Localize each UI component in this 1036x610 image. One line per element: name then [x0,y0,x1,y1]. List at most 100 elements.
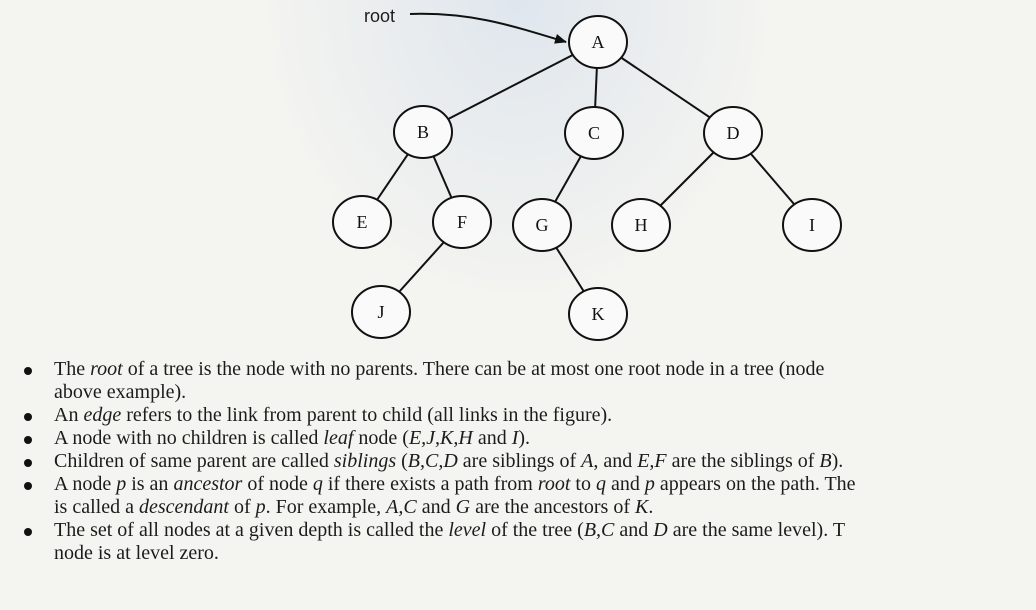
node-circle [564,106,624,160]
text-run: ( [396,450,408,472]
bullet-line: node is at level zero. [54,542,1036,565]
text-run: appears on the path. The [654,473,856,495]
node-D: D [703,106,763,160]
bullet-line: The set of all nodes at a given depth is… [54,519,1036,542]
text-run: to [570,473,596,495]
node-circle [568,287,628,341]
text-run: refers to the link from parent to child … [121,404,613,426]
bullet-icon [24,482,32,490]
text-run: of the tree ( [486,519,584,541]
text-run: and [605,473,645,495]
emphasis-term: E,F [637,450,667,472]
text-run: The [54,358,91,380]
text-run: of a tree is the node with no parents. T… [122,358,825,380]
text-run: , and [593,450,638,472]
node-C: C [564,106,624,160]
bullet-line: is called a descendant of p. For example… [54,496,1036,519]
node-circle [568,15,628,69]
text-run: The set of all nodes at a given depth is… [54,519,449,541]
emphasis-term: E,J,K,H [408,427,473,449]
text-run: are the ancestors of [470,496,635,518]
bullet-line: A node p is an ancestor of node q if the… [54,473,1036,496]
node-label: A [592,32,605,52]
emphasis-term: ancestor [173,473,243,495]
bullet-line: A node with no children is called leaf n… [54,427,1036,450]
text-run: is called a [54,496,139,518]
emphasis-term: leaf [323,427,354,449]
text-run: and [472,427,512,449]
text-run: A node with no children is called [54,427,324,449]
bullet-line: Children of same parent are called sibli… [54,450,1036,473]
tree-diagram: A B C D E F G H I J K [332,12,842,341]
node-J: J [351,285,411,339]
node-circle [512,198,572,252]
emphasis-term: root [537,473,571,495]
node-K: K [568,287,628,341]
text-run: and [416,496,456,518]
emphasis-term: G [455,496,471,518]
emphasis-term: B [819,450,832,472]
node-circle [332,195,392,249]
emphasis-term: I [511,427,519,449]
bullet-line: An edge refers to the link from parent t… [54,404,1036,427]
node-label: B [417,122,429,142]
emphasis-term: root [90,358,123,380]
text-run: above example). [54,381,187,403]
bullet-line: above example). [54,381,1036,404]
node-label: K [592,304,605,324]
node-label: F [457,212,467,232]
text-run: node is at level zero. [54,542,219,564]
bullet-icon [24,436,32,444]
emphasis-term: B,C [583,519,615,541]
node-label: G [536,215,549,235]
text-run: is an [126,473,174,495]
emphasis-term: q [595,473,606,495]
node-label: H [635,215,648,235]
text-run: An [54,404,84,426]
node-circle [782,198,842,252]
emphasis-term: q [312,473,323,495]
emphasis-term: D [653,519,668,541]
emphasis-term: edge [83,404,122,426]
emphasis-term: siblings [333,450,397,472]
emphasis-term: A [581,450,594,472]
emphasis-term: B,C,D [407,450,458,472]
bullet-item: A node p is an ancestor of node q if the… [20,473,1036,519]
node-circle [351,285,411,339]
node-H: H [611,198,671,252]
emphasis-term: p [255,496,266,518]
node-label: C [588,123,600,143]
text-run: ). [518,427,531,449]
emphasis-term: descendant [138,496,229,518]
text-run: are the siblings of [666,450,820,472]
node-G: G [512,198,572,252]
text-run: are siblings of [457,450,582,472]
bullet-item: The root of a tree is the node with no p… [20,358,1036,404]
node-A: A [568,15,628,69]
text-run: of [228,496,256,518]
emphasis-term: level [448,519,487,541]
node-circle [703,106,763,160]
bullet-icon [24,459,32,467]
node-E: E [332,195,392,249]
node-circle [611,198,671,252]
node-I: I [782,198,842,252]
root-label: root [364,6,396,26]
node-circle [393,105,453,159]
text-run: are the same level). T [667,519,846,541]
text-run: if there exists a path from [322,473,538,495]
bullet-item: The set of all nodes at a given depth is… [20,519,1036,565]
text-run: . [648,496,654,518]
text-run: . For example, [265,496,387,518]
emphasis-term: p [644,473,655,495]
text-run: ). [831,450,844,472]
text-run: of node [242,473,313,495]
emphasis-term: A,C [386,496,417,518]
node-circle [432,195,492,249]
text-run: A node [54,473,117,495]
text-run: node ( [353,427,409,449]
text-run: Children of same parent are called [54,450,334,472]
bullet-item: An edge refers to the link from parent t… [20,404,1036,427]
text-run: and [614,519,654,541]
